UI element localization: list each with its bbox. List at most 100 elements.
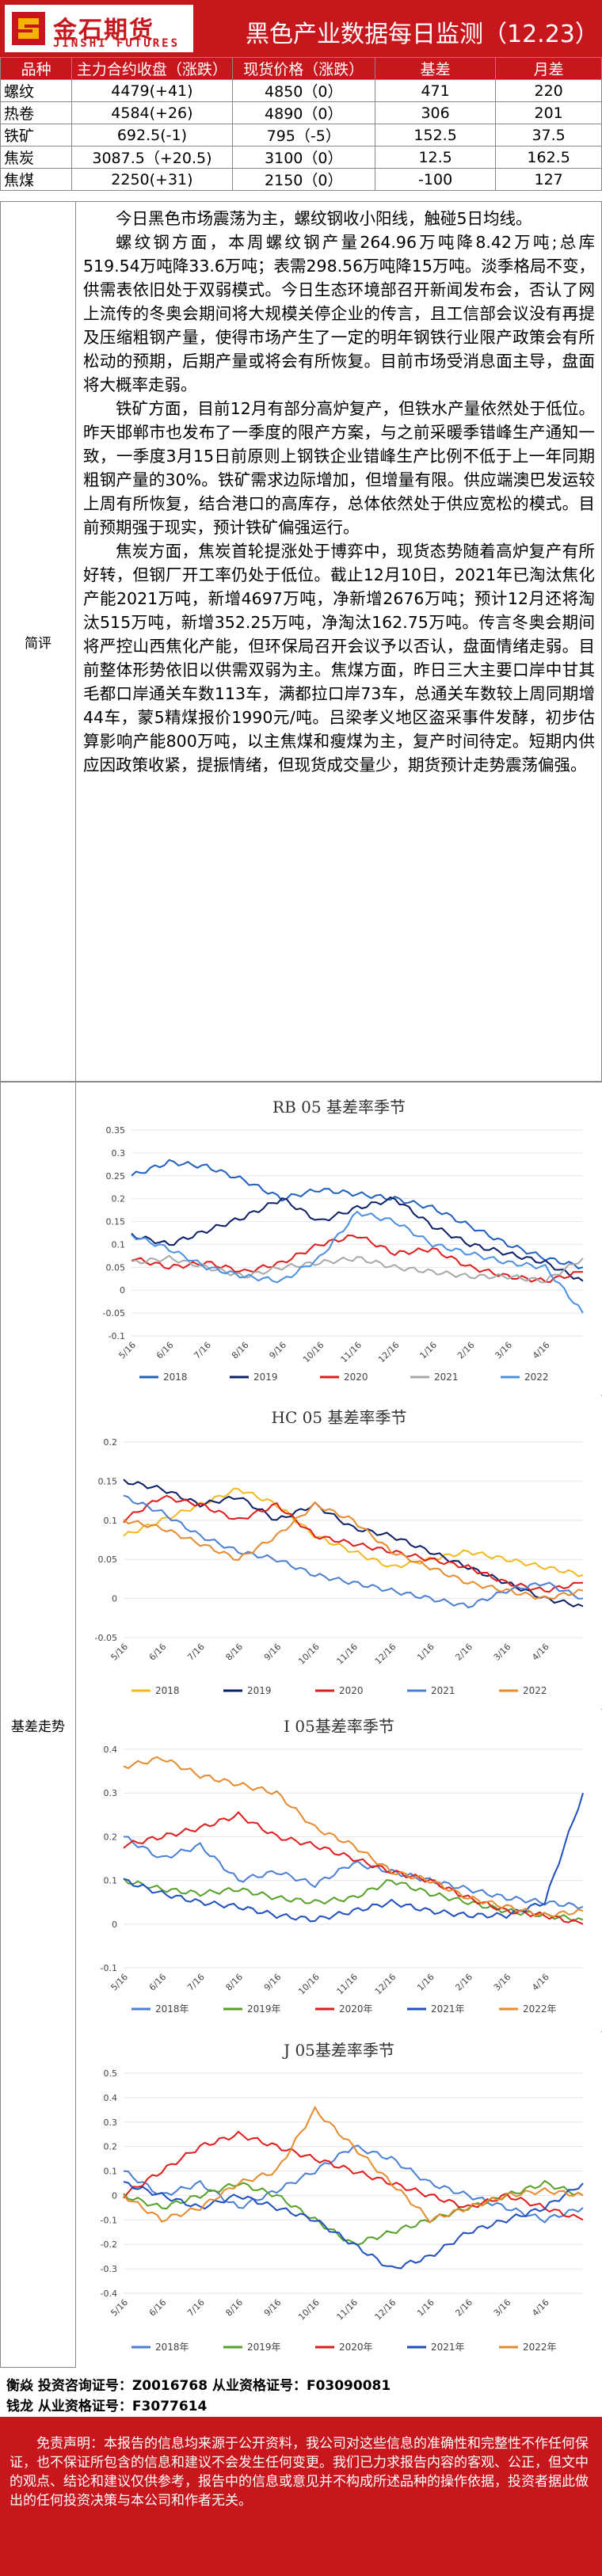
y-tick-label: 0.05 (98, 1554, 118, 1565)
legend-label: 2021年 (431, 2003, 465, 2015)
y-tick-label: 0.1 (104, 2167, 118, 2177)
analyst-line-1: 衡焱 投资咨询证号：Z0016768 从业资格证号：F03090081 (6, 2378, 391, 2394)
column-header: 基差 (374, 57, 497, 80)
basis-value: 306 (374, 101, 497, 124)
y-tick-label: 0.1 (104, 1516, 118, 1526)
series-line-2020 (123, 1494, 584, 1593)
chart-hc05: HC 05 基差率季节 0.2 0.15 0.1 0.05 0 -0.05 5/16 6/16 7… (76, 1396, 602, 1709)
chart-rb05-svg: RB 05 基差率季节 0.35 0.3 0.25 0.2 0.15 0.1 0.05 0 -0.… (76, 1083, 602, 1395)
spot-price: 4890（0） (231, 101, 375, 124)
y-tick-label: 0 (120, 1285, 125, 1296)
product-name: 热卷 (0, 101, 73, 124)
series-line-2019 (123, 1478, 584, 1608)
table-row: 焦煤 2250(+31) 2150（0） -100 127 (0, 168, 602, 191)
chart-title: HC 05 基差率季节 (272, 1408, 407, 1427)
series-line-2022 (131, 1210, 584, 1314)
spot-price: 795（-5） (231, 124, 375, 146)
y-tick-label: 0.5 (104, 2068, 118, 2079)
close-price: 692.5(-1) (71, 124, 233, 146)
series-line-2018 (131, 1159, 584, 1270)
series-line-2021年 (123, 2181, 584, 2270)
series-line-2021 (131, 1254, 584, 1284)
y-tick-label: 0.15 (98, 1476, 118, 1486)
spread-value: 127 (495, 168, 602, 191)
y-tick-label: 0.2 (104, 1437, 118, 1448)
series-line-2018年 (123, 1836, 584, 1910)
legend-label: 2018 (155, 1685, 180, 1696)
y-tick-label: 0 (112, 2190, 117, 2201)
legend-label: 2019年 (247, 2342, 281, 2353)
product-name: 铁矿 (0, 124, 73, 146)
summary-paragraph: 铁矿方面，目前12月有部分高炉复产，但铁水产量依然处于低位。昨天邯郸市也发布了一… (83, 399, 595, 537)
y-tick-label: -0.2 (101, 2239, 117, 2250)
logo-mark-icon (12, 12, 45, 45)
close-price: 4584(+26) (71, 101, 233, 124)
table-row: 铁矿 692.5(-1) 795（-5） 152.5 37.5 (0, 124, 602, 146)
y-tick-label: 0.35 (106, 1125, 126, 1136)
legend-label: 2022 (524, 1372, 549, 1383)
legend-label: 2022年 (523, 2342, 557, 2353)
spread-value: 162.5 (495, 146, 602, 169)
series-line-2022年 (123, 2105, 584, 2224)
quote-table-header: 品种 主力合约收盘（涨跌） 现货价格（涨跌） 基差 月差 (0, 57, 602, 80)
y-tick-label: 0.3 (104, 1788, 118, 1798)
spread-value: 220 (495, 79, 602, 102)
legend-label: 2021 (434, 1372, 459, 1383)
chart-j05: J 05基差率季节 0.5 0.4 0.3 0.2 0.1 0 -0.1 -0.2 -0.3 -0.… (76, 2032, 602, 2368)
y-tick-label: 0.2 (104, 1832, 118, 1842)
product-name: 焦炭 (0, 146, 73, 169)
legend-label: 2022年 (523, 2003, 557, 2015)
y-tick-label: 0.05 (106, 1262, 126, 1273)
close-price: 4479(+41) (71, 79, 233, 102)
chart-background (76, 1396, 602, 1709)
table-row: 热卷 4584(+26) 4890（0） 306 201 (0, 101, 602, 124)
chart-title: J 05基差率季节 (282, 2041, 394, 2060)
header-bar: 金石期货 JINSHI FUTURES 黑色产业数据每日监测（12.23） (0, 0, 602, 57)
y-tick-label: 0 (112, 1920, 117, 1930)
y-tick-label: 0.2 (112, 1194, 126, 1204)
legend-label: 2020年 (339, 2342, 373, 2353)
spot-price: 2150（0） (231, 168, 375, 191)
series-line-2021 (123, 1494, 584, 1608)
y-tick-label: -0.3 (101, 2264, 117, 2274)
charts-section: 基差走势 RB 05 基差率季节 0.35 0.3 0.25 0.2 0.15 0.1 0.0… (0, 1082, 602, 2368)
column-header: 主力合约收盘（涨跌） (71, 57, 233, 80)
series-line-2022年 (123, 1756, 584, 1918)
spread-value: 37.5 (495, 124, 602, 146)
product-name: 焦煤 (0, 168, 73, 191)
chart-background (76, 1083, 602, 1395)
y-tick-label: 0 (112, 1594, 117, 1604)
legend-label: 2019年 (247, 2003, 281, 2015)
column-header: 现货价格（涨跌） (231, 57, 375, 80)
y-tick-label: 0.2 (104, 2142, 118, 2152)
column-header: 品种 (0, 57, 73, 80)
series-line-2021年 (123, 1792, 584, 1923)
y-tick-label: 0.3 (112, 1148, 126, 1159)
summary-paragraph: 今日黑色市场震荡为主，螺纹钢收小阳线，触碰5日均线。 (116, 209, 532, 228)
legend-label: 2020 (344, 1372, 368, 1383)
y-tick-label: 0.4 (104, 1745, 118, 1755)
legend-label: 2018年 (155, 2003, 189, 2015)
legend-label: 2018 (163, 1372, 188, 1383)
analyst-line-2: 钱龙 从业资格证号：F3077614 (6, 2399, 208, 2414)
quote-table: 品种 主力合约收盘（涨跌） 现货价格（涨跌） 基差 月差 螺纹 4479(+41… (0, 57, 602, 191)
legend-label: 2018年 (155, 2342, 189, 2353)
series-line-2018 (123, 1487, 584, 1577)
y-tick-label: 0.1 (112, 1239, 126, 1250)
logo-text-cn: 金石期货 (53, 17, 154, 44)
y-tick-label: -0.4 (101, 2289, 117, 2299)
y-tick-label: -0.05 (95, 1633, 117, 1643)
analyst-footer: 衡焱 投资咨询证号：Z0016768 从业资格证号：F03090081 钱龙 从… (0, 2368, 602, 2417)
page-title: 黑色产业数据每日监测（12.23） (246, 21, 599, 48)
basis-value: -100 (374, 168, 497, 191)
spread-value: 201 (495, 101, 602, 124)
charts-label: 基差走势 (1, 1083, 76, 2367)
series-line-2019年 (123, 1878, 584, 1923)
y-tick-label: -0.05 (103, 1308, 125, 1318)
legend-label: 2022 (523, 1685, 547, 1696)
chart-rb05: RB 05 基差率季节 0.35 0.3 0.25 0.2 0.15 0.1 0.05 0 -0.… (76, 1083, 602, 1395)
spot-price: 3100（0） (231, 146, 375, 169)
y-tick-label: -0.1 (109, 1331, 125, 1341)
